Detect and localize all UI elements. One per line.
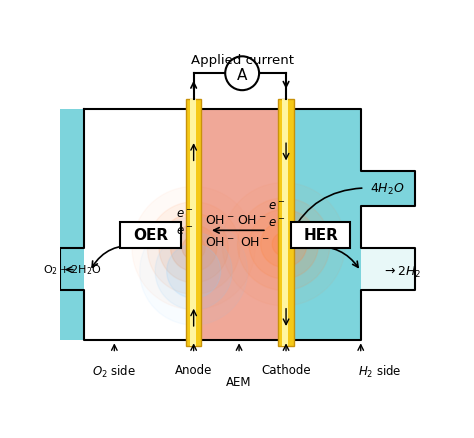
Bar (282, 100, 288, 346)
Text: Anode: Anode (175, 364, 212, 376)
Polygon shape (155, 233, 232, 310)
Text: $\mathregular{OH^-}$: $\mathregular{OH^-}$ (237, 214, 266, 226)
Bar (361, 172, 415, 206)
Polygon shape (147, 202, 240, 295)
Polygon shape (159, 214, 228, 283)
Text: $\mathregular{OH^-}$: $\mathregular{OH^-}$ (240, 235, 269, 248)
Bar (201, 110, 278, 341)
Bar (290, 110, 361, 341)
Text: A: A (237, 68, 247, 83)
Text: $e^-$: $e^-$ (268, 217, 285, 230)
Polygon shape (182, 237, 205, 260)
Text: $4H_2O$: $4H_2O$ (370, 181, 405, 196)
Circle shape (225, 57, 259, 91)
Text: Applied current: Applied current (191, 54, 294, 67)
Bar (190, 100, 196, 346)
Bar (83, 110, 188, 341)
Bar (61, 110, 83, 341)
Bar (186, 100, 201, 346)
Polygon shape (261, 222, 307, 268)
Bar (61, 248, 83, 291)
Polygon shape (171, 226, 217, 272)
Polygon shape (237, 198, 330, 291)
Text: $e^-$: $e^-$ (268, 200, 285, 213)
Text: $\rightarrow 2H_2$: $\rightarrow 2H_2$ (383, 264, 421, 279)
Text: HER: HER (303, 228, 338, 243)
Bar (278, 100, 294, 346)
Text: AEM: AEM (226, 375, 252, 388)
Polygon shape (249, 210, 319, 279)
Polygon shape (167, 244, 220, 298)
Text: $e^-$: $e^-$ (176, 208, 193, 220)
Polygon shape (222, 183, 346, 306)
Text: OER: OER (133, 228, 168, 243)
Text: $H_2$ side: $H_2$ side (358, 364, 402, 379)
Text: $\mathregular{O_2+2H_2O}$: $\mathregular{O_2+2H_2O}$ (43, 263, 101, 277)
Polygon shape (140, 218, 247, 325)
FancyBboxPatch shape (292, 223, 350, 248)
Text: $\mathregular{OH^-}$: $\mathregular{OH^-}$ (205, 235, 235, 248)
Text: Cathode: Cathode (261, 364, 311, 376)
FancyBboxPatch shape (120, 223, 182, 248)
Text: $O_2$ side: $O_2$ side (92, 364, 137, 379)
Bar (361, 248, 415, 291)
Text: $e^-$: $e^-$ (176, 224, 193, 237)
Text: $\mathregular{OH^-}$: $\mathregular{OH^-}$ (205, 214, 235, 226)
Polygon shape (272, 233, 295, 256)
